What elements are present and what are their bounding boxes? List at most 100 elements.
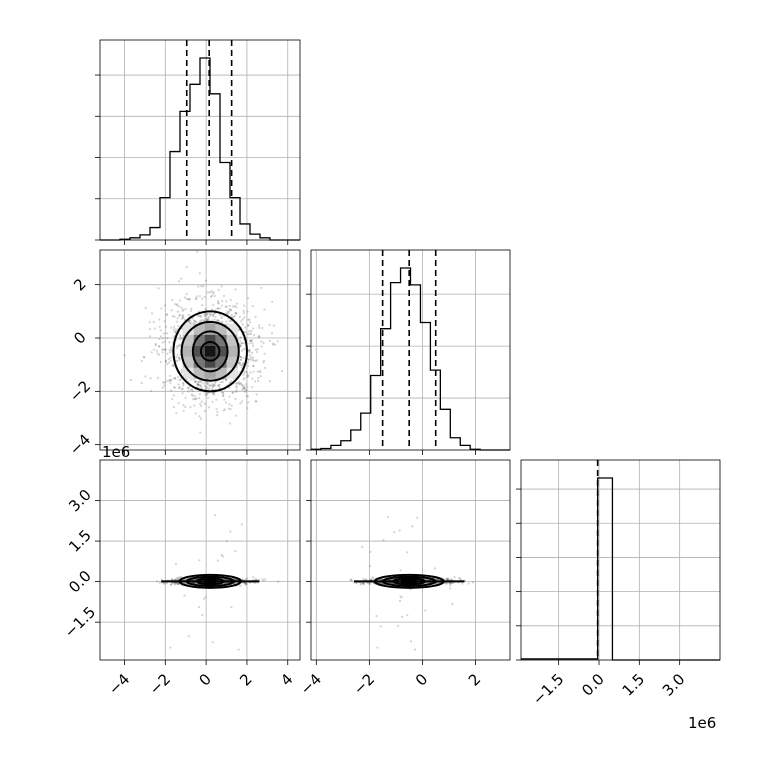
sample-point (204, 308, 207, 311)
sample-point (243, 390, 247, 393)
sample-point (252, 364, 255, 368)
contour-level (400, 578, 419, 584)
sample-point (221, 391, 225, 394)
sample-point (216, 559, 219, 562)
sample-point (198, 295, 201, 298)
sample-point (232, 316, 235, 319)
sample-point (241, 384, 244, 387)
sample-point (198, 272, 201, 275)
sample-point (213, 382, 216, 385)
sample-point (220, 285, 223, 288)
sample-point (262, 361, 265, 364)
sample-point (192, 398, 195, 401)
contour-level (200, 341, 221, 362)
density-cell (204, 367, 216, 379)
sample-point (177, 582, 180, 585)
sample-point (349, 578, 352, 581)
contour-level (191, 330, 229, 373)
sample-point (197, 384, 200, 387)
sample-point (446, 578, 449, 581)
sample-point (168, 351, 172, 354)
sample-point (173, 578, 176, 581)
y-tick-label: 1.5 (65, 526, 95, 556)
sample-point (435, 578, 438, 581)
sample-point (208, 387, 211, 390)
sample-point (274, 343, 277, 346)
sample-point (245, 394, 248, 397)
panel-frame (520, 459, 721, 661)
x-tick-label: 1.5 (619, 670, 649, 700)
sample-point (206, 386, 209, 389)
sample-point (276, 340, 279, 343)
sample-point (240, 341, 243, 345)
sample-point (238, 336, 241, 339)
sample-point (261, 578, 264, 581)
sample-point (163, 348, 167, 351)
sample-point (176, 310, 180, 313)
sample-point (218, 383, 221, 386)
sample-point (193, 581, 196, 585)
sample-point (371, 576, 374, 579)
sample-point (380, 581, 383, 585)
sample-point (448, 587, 452, 590)
sample-point (209, 314, 212, 317)
sample-point (152, 348, 156, 351)
sample-point (246, 310, 249, 313)
sample-point (406, 614, 409, 617)
sample-point (250, 332, 253, 335)
sample-point (243, 387, 246, 390)
sample-point (243, 371, 246, 374)
sample-point (196, 383, 199, 386)
sample-point (198, 415, 201, 418)
sample-point (183, 582, 186, 585)
sample-point (178, 357, 181, 360)
sample-point (194, 380, 197, 383)
sample-point (158, 345, 161, 348)
sample-point (230, 605, 233, 609)
density-cell (193, 367, 205, 379)
y-tick-label: 2 (70, 275, 89, 294)
sample-point (211, 308, 214, 311)
sample-point (213, 393, 216, 396)
sample-point (165, 380, 169, 383)
sample-point (241, 318, 244, 321)
sample-point (205, 319, 209, 322)
sample-point (199, 379, 202, 383)
sample-point (235, 302, 239, 305)
sample-point (204, 381, 207, 384)
sample-point (203, 409, 206, 413)
sample-point (169, 583, 173, 586)
sample-point (163, 340, 166, 343)
sample-point (240, 342, 243, 345)
sample-point (258, 326, 261, 329)
sample-point (242, 387, 245, 390)
sample-point (215, 414, 219, 417)
y-tick-label: −2 (66, 377, 94, 405)
sample-point (217, 288, 220, 292)
sample-point (228, 395, 231, 398)
density-cell (204, 334, 216, 346)
density-cell (226, 367, 238, 379)
sample-point (181, 392, 184, 395)
sample-point (235, 382, 238, 385)
sample-point (246, 385, 249, 388)
sample-point (192, 378, 195, 381)
sample-point (194, 319, 197, 323)
sample-point (178, 338, 181, 341)
sample-point (227, 310, 230, 313)
x-tick-label: 4 (277, 670, 296, 689)
sample-point (207, 396, 210, 399)
sample-point (201, 318, 204, 322)
sample-point (255, 400, 258, 403)
sample-point (239, 584, 242, 587)
density-cell (215, 334, 227, 346)
sample-point (240, 358, 243, 361)
sample-point (175, 304, 178, 307)
sample-point (163, 304, 167, 307)
sample-point (247, 324, 250, 327)
sample-point (163, 582, 166, 585)
sample-point (190, 309, 193, 312)
sample-point (215, 398, 218, 401)
sample-point (169, 374, 172, 377)
